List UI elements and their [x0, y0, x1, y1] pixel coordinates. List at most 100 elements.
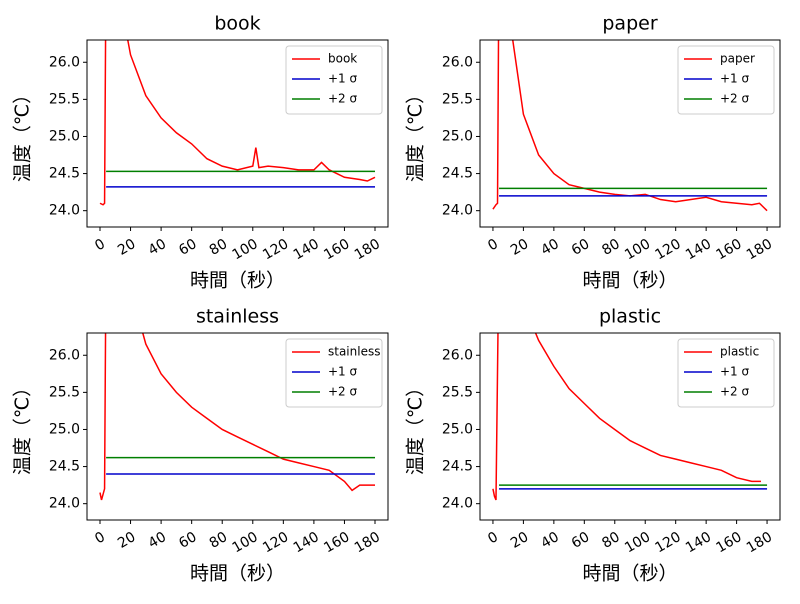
y-tick-label: 24.5	[442, 459, 473, 475]
y-tick-label: 25.5	[49, 384, 80, 400]
x-tick-label: 20	[508, 236, 531, 259]
x-tick-label: 20	[115, 236, 138, 259]
axes-frame	[86, 332, 389, 521]
y-tick-label: 26.0	[49, 54, 80, 70]
y-tick-label: 25.0	[49, 421, 80, 437]
axes-frame	[479, 332, 781, 521]
legend: paper +1 σ +2 σ	[677, 45, 775, 115]
legend-label: +2 σ	[720, 92, 750, 106]
x-tick-label: 80	[599, 529, 622, 552]
legend-box	[677, 338, 775, 408]
x-tick-label: 100	[622, 236, 653, 263]
y-axis-label: 温度（℃）	[405, 378, 427, 475]
x-tick-label: 20	[115, 529, 138, 552]
subplot: stainless 時間（秒） 温度（℃） 24.0 24.5 25.0 25.5 26.0 0…	[12, 306, 389, 585]
x-tick-label: 0	[485, 236, 501, 254]
y-tick-label: 25.0	[442, 128, 473, 144]
axes-frame	[479, 39, 781, 228]
x-tick-label: 40	[538, 529, 561, 552]
legend-box	[285, 45, 383, 115]
axes-frame	[86, 39, 389, 228]
legend-label: +1 σ	[328, 72, 358, 86]
x-axis-label: 時間（秒）	[582, 270, 677, 292]
x-tick-label: 60	[176, 529, 199, 552]
y-tick-label: 25.5	[442, 384, 473, 400]
x-tick-label: 160	[713, 529, 744, 556]
x-tick-label: 160	[713, 236, 744, 263]
x-tick-label: 120	[260, 529, 291, 556]
x-tick-label: 40	[146, 529, 169, 552]
x-tick-label: 160	[321, 529, 352, 556]
legend-label: +1 σ	[328, 365, 358, 379]
x-tick-label: 180	[352, 529, 383, 556]
x-tick-label: 100	[230, 236, 261, 263]
data-line	[492, 333, 761, 501]
legend-label: paper	[720, 52, 755, 66]
y-tick-label: 24.5	[49, 459, 80, 475]
x-tick-label: 80	[207, 529, 230, 552]
legend: book +1 σ +2 σ	[285, 45, 383, 115]
data-line	[99, 40, 376, 206]
legend-box	[677, 45, 775, 115]
x-tick-label: 0	[485, 529, 501, 547]
data-line	[492, 40, 768, 212]
chart-title: stainless	[196, 306, 279, 328]
legend: stainless +1 σ +2 σ	[285, 338, 383, 408]
x-tick-label: 120	[653, 529, 684, 556]
y-tick-label: 25.0	[442, 421, 473, 437]
y-axis-label: 温度（℃）	[12, 85, 34, 182]
legend-label: plastic	[720, 345, 759, 359]
legend: plastic +1 σ +2 σ	[677, 338, 775, 408]
x-tick-label: 180	[744, 529, 775, 556]
subplot: book 時間（秒） 温度（℃） 24.0 24.5 25.0 25.5 26.0 0 20 40 6…	[12, 13, 389, 292]
x-tick-label: 0	[92, 529, 108, 547]
x-tick-label: 140	[683, 236, 714, 263]
x-tick-label: 160	[321, 236, 352, 263]
x-tick-label: 40	[146, 236, 169, 259]
legend-label: +1 σ	[720, 72, 750, 86]
x-tick-label: 120	[260, 236, 291, 263]
chart-title: plastic	[599, 306, 661, 328]
y-axis-label: 温度（℃）	[12, 378, 34, 475]
chart-title: paper	[602, 13, 657, 35]
x-tick-label: 140	[683, 529, 714, 556]
x-tick-label: 60	[176, 236, 199, 259]
subplot: paper 時間（秒） 温度（℃） 24.0 24.5 25.0 25.5 26.0 0 20 40…	[405, 13, 781, 292]
x-tick-label: 80	[599, 236, 622, 259]
plot-area	[99, 333, 376, 501]
y-tick-label: 24.0	[49, 496, 80, 512]
x-tick-label: 100	[622, 529, 653, 556]
legend-label: +2 σ	[720, 385, 750, 399]
x-axis-label: 時間（秒）	[582, 563, 677, 585]
x-axis-label: 時間（秒）	[190, 270, 285, 292]
y-tick-label: 25.0	[49, 128, 80, 144]
y-tick-label: 25.5	[442, 91, 473, 107]
y-tick-label: 24.0	[442, 203, 473, 219]
chart-title: book	[214, 13, 260, 35]
y-tick-label: 26.0	[442, 347, 473, 363]
y-tick-label: 25.5	[49, 91, 80, 107]
plot-area	[99, 40, 376, 206]
y-tick-label: 24.5	[49, 166, 80, 182]
plot-area	[492, 40, 768, 212]
subplot: plastic 時間（秒） 温度（℃） 24.0 24.5 25.0 25.5 26.0 0 20…	[405, 306, 781, 585]
legend-box	[285, 338, 383, 408]
y-tick-label: 26.0	[442, 54, 473, 70]
x-tick-label: 140	[291, 236, 322, 263]
x-tick-label: 20	[508, 529, 531, 552]
x-axis-label: 時間（秒）	[190, 563, 285, 585]
legend-label: book	[328, 52, 357, 66]
plot-area	[492, 333, 768, 501]
y-tick-label: 26.0	[49, 347, 80, 363]
x-tick-label: 60	[569, 236, 592, 259]
x-tick-label: 60	[569, 529, 592, 552]
x-tick-label: 180	[352, 236, 383, 263]
x-tick-label: 0	[92, 236, 108, 254]
legend-label: stainless	[328, 345, 380, 359]
legend-label: +1 σ	[720, 365, 750, 379]
x-tick-label: 180	[744, 236, 775, 263]
x-tick-label: 100	[230, 529, 261, 556]
x-tick-label: 140	[291, 529, 322, 556]
y-axis-label: 温度（℃）	[405, 85, 427, 182]
